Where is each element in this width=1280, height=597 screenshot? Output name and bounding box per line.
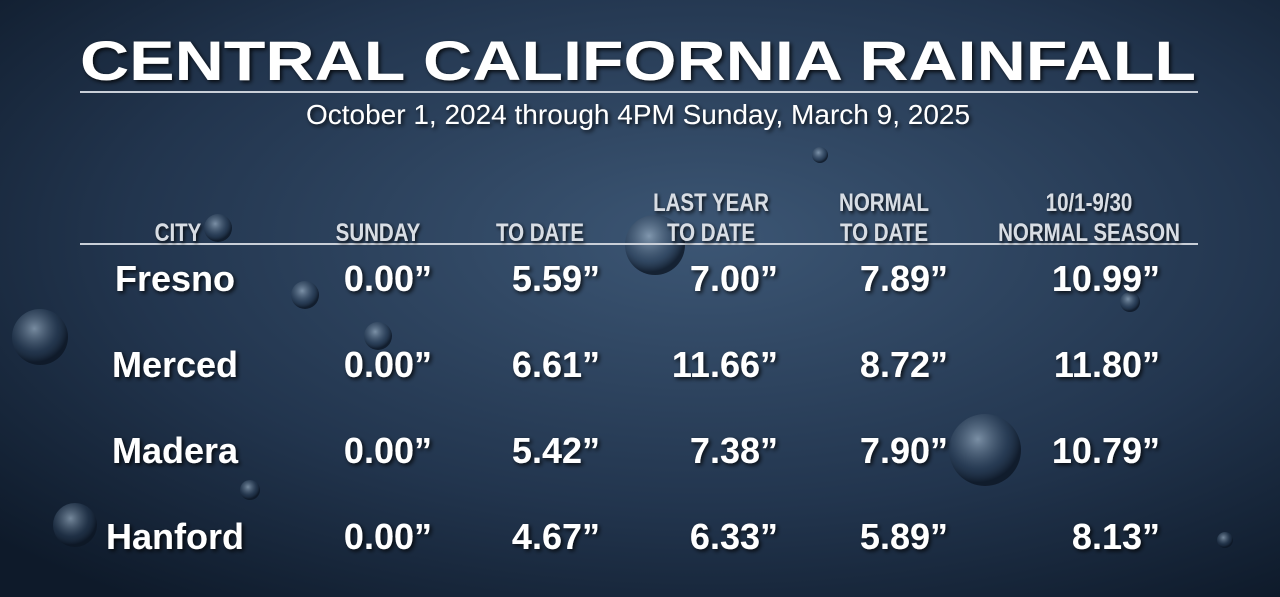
city-name: Fresno — [115, 258, 235, 299]
city-name: Merced — [112, 344, 238, 385]
rainfall-value: 0.00” — [344, 344, 432, 385]
subtitle: October 1, 2024 through 4PM Sunday, Marc… — [306, 99, 970, 130]
rainfall-value: 7.90” — [860, 430, 948, 471]
city-name: Hanford — [106, 516, 244, 557]
rainfall-value: 5.89” — [860, 516, 948, 557]
column-header: TO DATE — [840, 218, 928, 246]
rainfall-value: 6.61” — [512, 344, 600, 385]
rainfall-value: 10.79” — [1052, 430, 1160, 471]
rainfall-value: 4.67” — [512, 516, 600, 557]
column-header: TO DATE — [667, 218, 755, 246]
rainfall-value: 11.66” — [672, 344, 778, 385]
rainfall-value: 0.00” — [344, 516, 432, 557]
title: CENTRAL CALIFORNIA RAINFALL — [80, 29, 1196, 92]
rainfall-value: 5.59” — [512, 258, 600, 299]
column-header: TO DATE — [496, 218, 584, 246]
rainfall-value: 6.33” — [690, 516, 778, 557]
city-name: Madera — [112, 430, 239, 471]
column-header: CITY — [155, 218, 202, 246]
rainfall-value: 7.00” — [690, 258, 778, 299]
rainfall-value: 7.38” — [690, 430, 778, 471]
column-header: NORMAL — [839, 188, 929, 216]
rainfall-value: 8.72” — [860, 344, 948, 385]
rainfall-value: 0.00” — [344, 258, 432, 299]
column-header: LAST YEAR — [653, 188, 769, 216]
rainfall-value: 10.99” — [1052, 258, 1160, 299]
raindrops — [12, 147, 1233, 548]
rainfall-value: 11.80” — [1054, 344, 1160, 385]
rainfall-value: 8.13” — [1072, 516, 1160, 557]
column-header: 10/1-9/30 — [1046, 188, 1133, 216]
rainfall-value: 0.00” — [344, 430, 432, 471]
column-header: SUNDAY — [336, 218, 421, 246]
rainfall-value: 7.89” — [860, 258, 948, 299]
column-header: NORMAL SEASON — [998, 218, 1180, 246]
rainfall-value: 5.42” — [512, 430, 600, 471]
